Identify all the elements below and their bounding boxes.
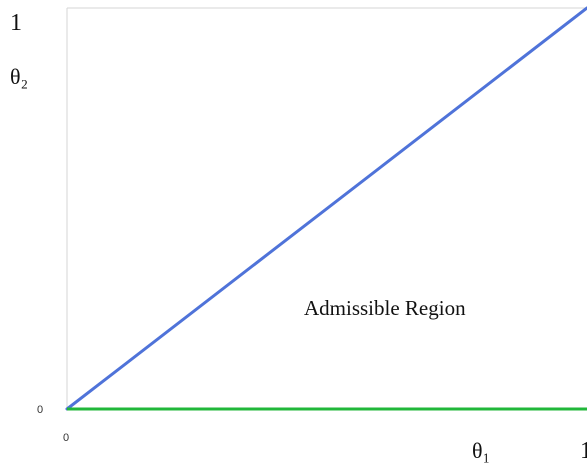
- admissible-region-label: Admissible Region: [304, 296, 466, 320]
- series-line-diagonal: [65, 6, 587, 411]
- x-tick-label-0: 0: [63, 432, 69, 444]
- y-tick-label-1: 1: [10, 10, 22, 36]
- x-axis-label: θ₁: [472, 438, 490, 463]
- y-axis-label: θ₂: [10, 64, 28, 89]
- x-tick-label-1: 1: [580, 438, 587, 463]
- y-tick-label-0: 0: [37, 404, 43, 416]
